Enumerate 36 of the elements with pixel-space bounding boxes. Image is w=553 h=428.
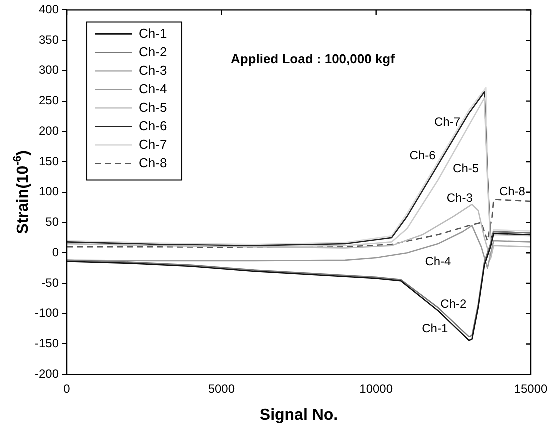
x-tick-label: 5000 <box>208 382 236 396</box>
y-tick-label: 400 <box>38 2 60 17</box>
annotation: Ch-6 <box>410 148 436 162</box>
legend-label: Ch-4 <box>139 81 168 96</box>
annotation: Ch-2 <box>440 297 467 312</box>
legend-label: Ch-3 <box>139 62 168 78</box>
x-tick-label: 15000 <box>514 382 548 396</box>
annotation: Ch-5 <box>453 162 480 176</box>
y-tick-label: 350 <box>38 32 60 47</box>
y-tick-label: 300 <box>38 63 60 78</box>
annotation: Ch-3 <box>446 190 474 205</box>
annotation: Ch-1 <box>422 321 448 336</box>
y-tick-label: 250 <box>38 94 60 108</box>
y-tick-label: 150 <box>38 154 60 168</box>
y-tick-label: -150 <box>34 336 60 351</box>
y-axis-title: Strain(10-6) <box>12 150 32 234</box>
x-tick-label: 0 <box>64 382 71 396</box>
y-tick-label: -100 <box>34 306 60 320</box>
y-tick-label: -50 <box>42 276 60 290</box>
legend-label: Ch-7 <box>139 136 168 152</box>
legend-label: Ch-5 <box>139 100 168 115</box>
y-tick-label: 50 <box>46 215 60 230</box>
legend-label: Ch-1 <box>139 26 168 41</box>
annotation: Applied Load : 100,000 kgf <box>230 52 396 67</box>
y-tick-label: 0 <box>52 245 60 260</box>
annotation: Ch-4 <box>425 254 452 269</box>
annotation: Ch-7 <box>434 114 461 129</box>
legend-label: Ch-6 <box>139 118 168 134</box>
legend-label: Ch-8 <box>139 155 168 170</box>
x-axis-title: Signal No. <box>260 407 338 424</box>
y-tick-label: -200 <box>34 366 60 381</box>
x-tick-label: 10000 <box>360 382 394 396</box>
y-tick-label: 200 <box>38 124 60 138</box>
annotation: Ch-8 <box>499 184 526 199</box>
y-tick-label: 100 <box>38 184 60 199</box>
legend-label: Ch-2 <box>139 44 168 60</box>
